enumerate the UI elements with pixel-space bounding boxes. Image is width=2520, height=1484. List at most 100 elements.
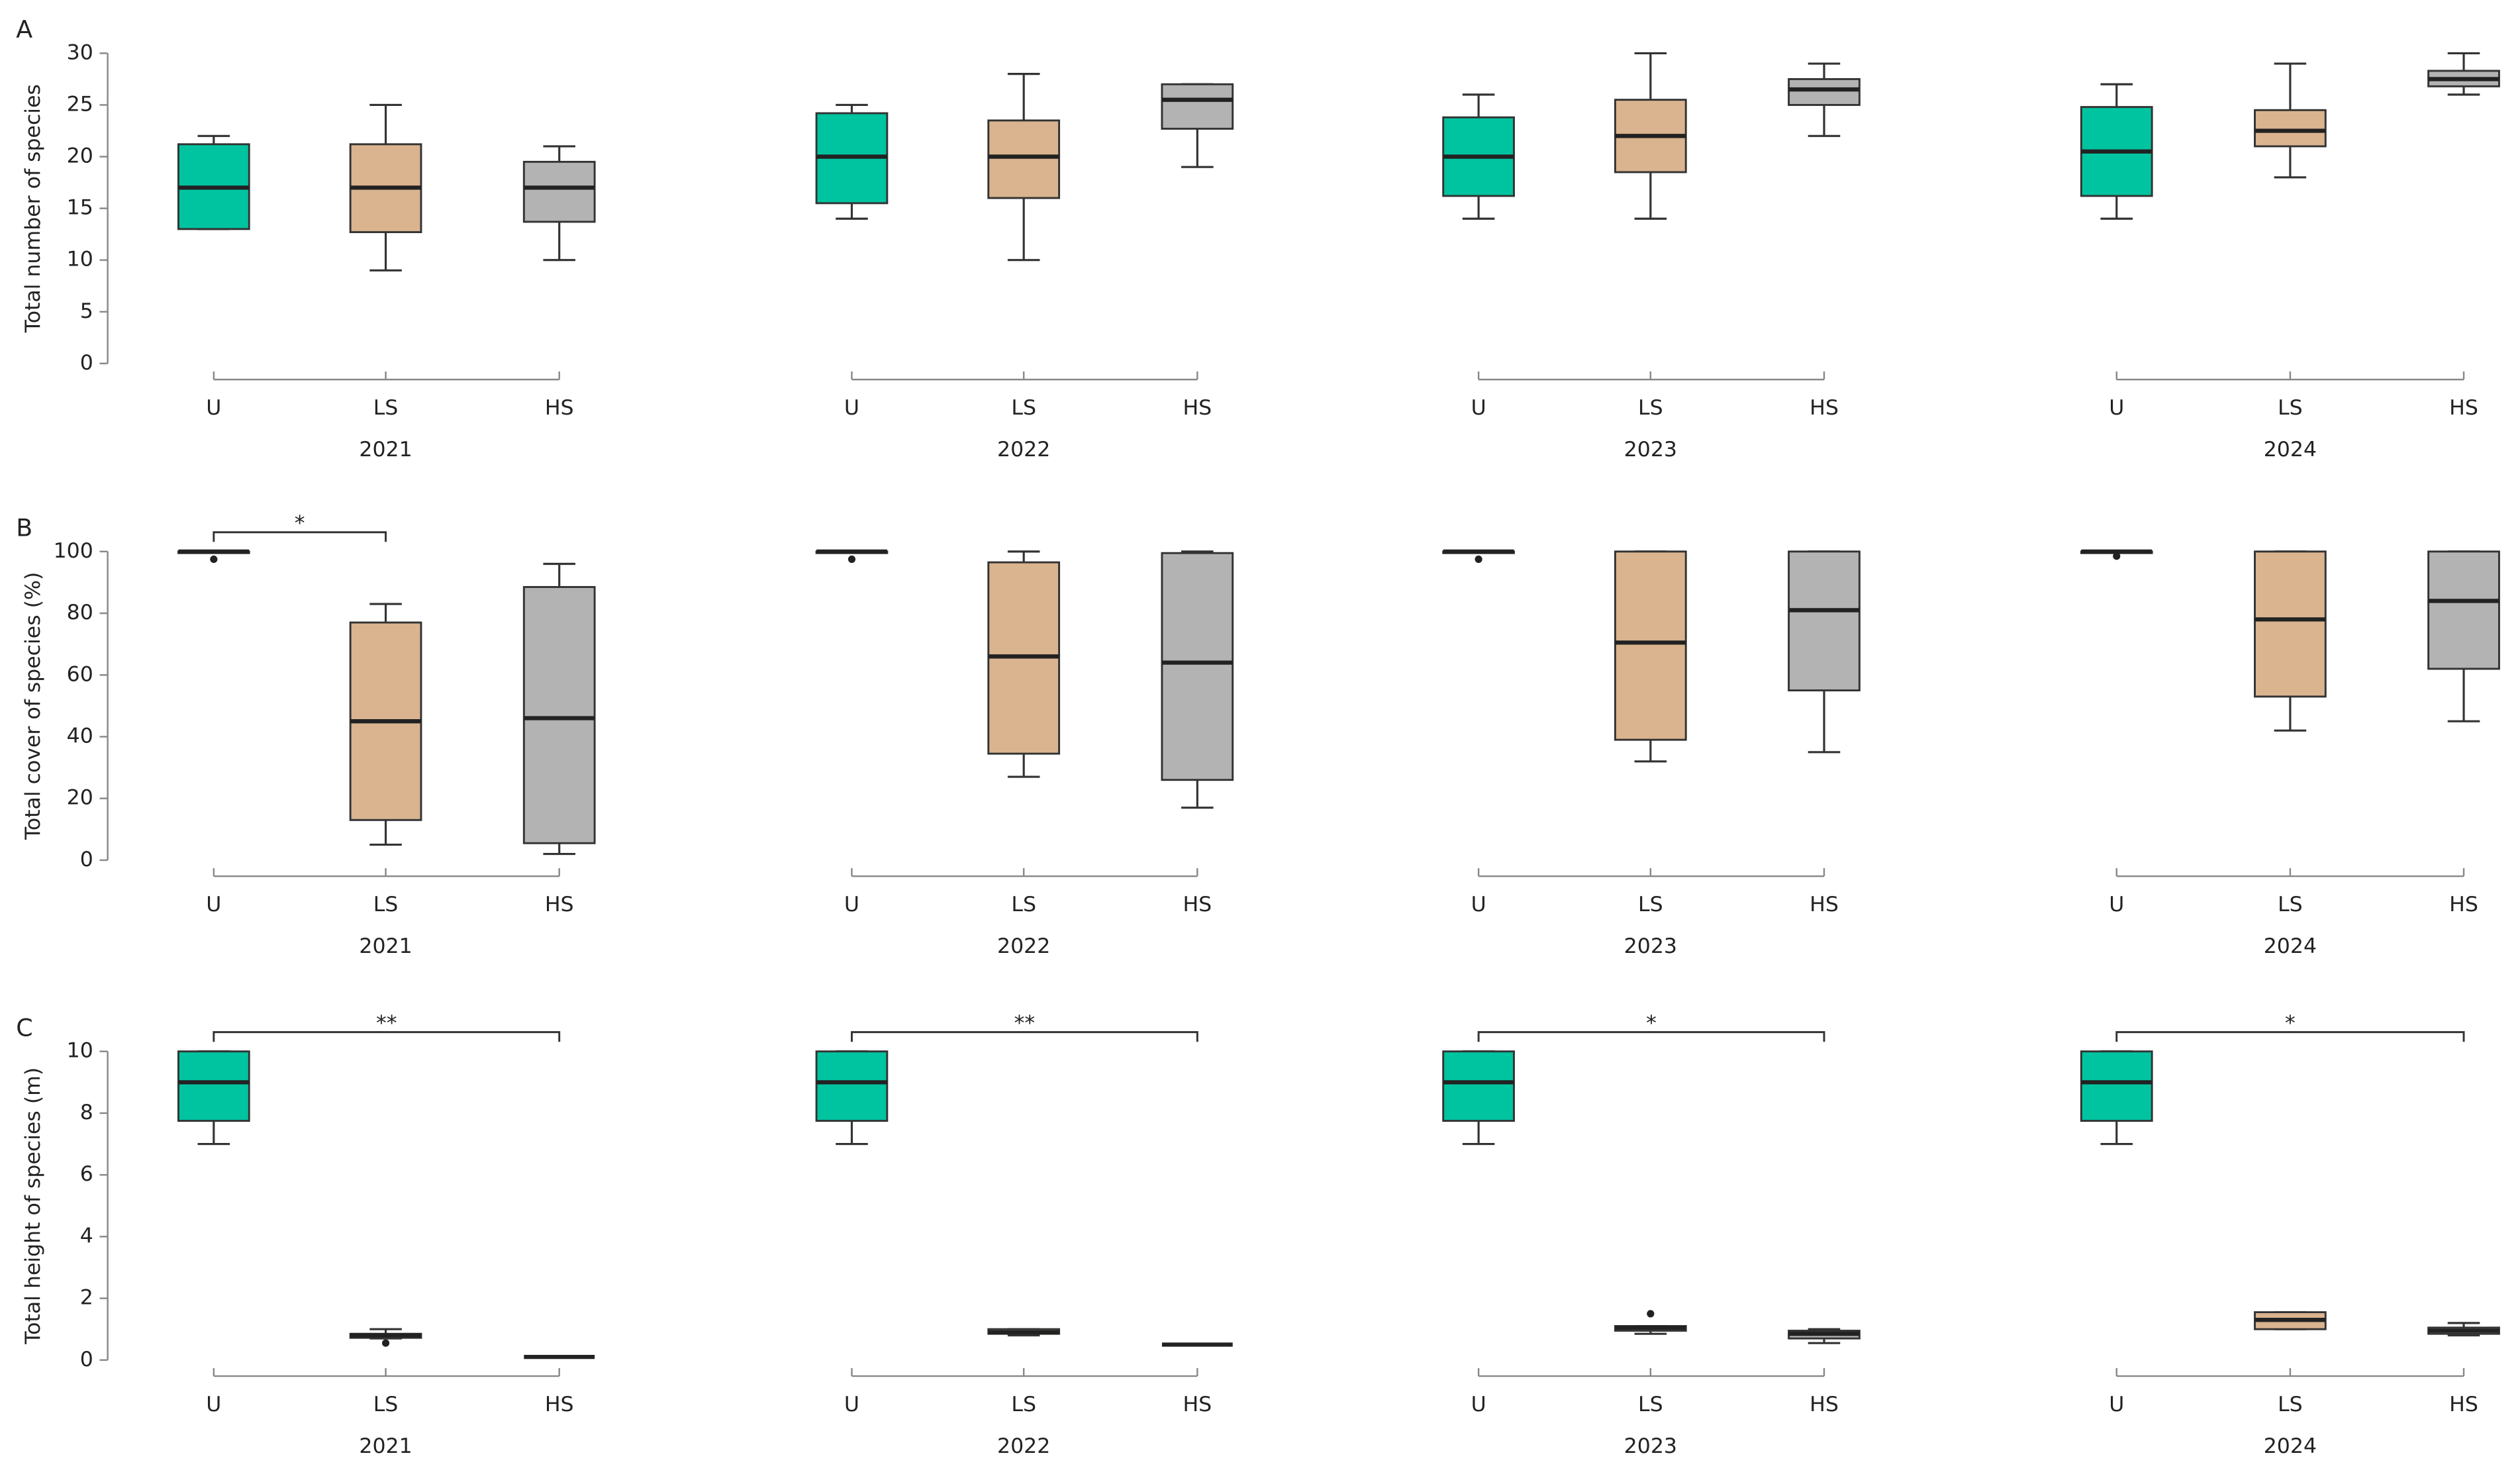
box <box>177 1050 250 1122</box>
year-label: 2021 <box>359 1434 412 1458</box>
y-tick-label: 6 <box>80 1162 93 1186</box>
category-label: HS <box>2449 893 2478 916</box>
category-label: U <box>1471 396 1486 420</box>
category-label: HS <box>1810 893 1839 916</box>
box <box>1161 83 1234 130</box>
category-label: LS <box>2278 893 2303 916</box>
significance-label: * <box>2285 1011 2296 1035</box>
box <box>1442 1050 1515 1122</box>
y-tick-label: 8 <box>80 1101 93 1124</box>
outlier <box>1475 555 1482 564</box>
box <box>815 1050 889 1122</box>
year-label: 2022 <box>997 438 1050 462</box>
y-tick-label: 2 <box>80 1286 93 1310</box>
y-tick-label: 40 <box>67 724 93 748</box>
category-label: U <box>844 1393 859 1416</box>
outlier <box>381 1339 390 1347</box>
box <box>1788 550 1861 692</box>
y-tick-label: 0 <box>80 848 93 871</box>
box <box>1614 550 1687 741</box>
year-label: 2022 <box>997 1434 1050 1458</box>
category-label: HS <box>2449 1393 2478 1416</box>
category-label: HS <box>2449 396 2478 420</box>
category-label: U <box>1471 1393 1486 1416</box>
panel-letter: C <box>16 1013 32 1042</box>
category-label: LS <box>1638 1393 1663 1416</box>
box <box>987 119 1061 199</box>
year-label: 2021 <box>359 438 412 462</box>
significance-label: ** <box>1014 1011 1036 1035</box>
significance-bracket <box>851 1031 1198 1042</box>
y-tick-label: 15 <box>67 196 93 220</box>
box <box>1788 77 1861 106</box>
category-label: U <box>844 893 859 916</box>
category-label: U <box>2109 396 2124 420</box>
category-label: LS <box>1011 893 1036 916</box>
category-label: HS <box>1183 893 1212 916</box>
y-tick-label: 20 <box>67 786 93 810</box>
category-label: HS <box>1810 396 1839 420</box>
category-label: U <box>206 1393 221 1416</box>
y-tick-label: 100 <box>54 539 93 563</box>
category-label: LS <box>1011 1393 1036 1416</box>
year-label: 2024 <box>2264 438 2317 462</box>
category-label: LS <box>373 1393 399 1416</box>
y-tick-label: 25 <box>67 92 93 116</box>
category-label: U <box>2109 893 2124 916</box>
outlier <box>1647 1310 1655 1318</box>
box <box>1161 552 1234 781</box>
category-label: U <box>206 893 221 916</box>
category-label: LS <box>2278 1393 2303 1416</box>
y-tick-label: 10 <box>67 1039 93 1063</box>
year-label: 2023 <box>1624 1434 1677 1458</box>
y-tick-label: 5 <box>80 299 93 323</box>
significance-bracket <box>1477 1031 1825 1042</box>
category-label: U <box>206 396 221 420</box>
category-label: LS <box>1011 396 1036 420</box>
significance-label: * <box>1646 1011 1657 1035</box>
year-label: 2024 <box>2264 934 2317 958</box>
panel-letter: B <box>16 513 32 542</box>
category-label: HS <box>545 396 574 420</box>
box <box>2254 550 2327 698</box>
category-label: U <box>2109 1393 2124 1416</box>
category-label: U <box>844 396 859 420</box>
box <box>522 586 596 844</box>
y-tick-label: 4 <box>80 1224 93 1248</box>
y-tick-label: 10 <box>67 248 93 272</box>
box <box>2427 550 2500 670</box>
y-axis-label: Total cover of species (%) <box>21 572 45 840</box>
category-label: LS <box>1638 893 1663 916</box>
category-label: HS <box>1183 396 1212 420</box>
significance-label: * <box>295 512 305 536</box>
y-tick-label: 0 <box>80 351 93 375</box>
category-label: HS <box>545 1393 574 1416</box>
category-label: LS <box>1638 396 1663 420</box>
year-label: 2022 <box>997 934 1050 958</box>
significance-bracket <box>2115 1031 2465 1042</box>
outlier <box>848 555 856 564</box>
year-label: 2023 <box>1624 438 1677 462</box>
year-label: 2024 <box>2264 1434 2317 1458</box>
panel-letter: A <box>16 15 32 44</box>
category-label: LS <box>373 893 399 916</box>
y-tick-label: 80 <box>67 601 93 624</box>
category-label: LS <box>2278 396 2303 420</box>
box <box>2254 109 2327 148</box>
significance-bracket <box>213 531 387 542</box>
y-axis-label: Total number of species <box>21 84 45 333</box>
y-tick-label: 20 <box>67 144 93 168</box>
category-label: HS <box>1810 1393 1839 1416</box>
significance-label: ** <box>376 1011 397 1035</box>
y-tick-label: 30 <box>67 40 93 64</box>
outlier <box>210 555 218 564</box>
significance-bracket <box>213 1031 561 1042</box>
category-label: HS <box>545 893 574 916</box>
outlier <box>2113 552 2121 560</box>
category-label: HS <box>1183 1393 1212 1416</box>
category-label: U <box>1471 893 1486 916</box>
y-axis-label: Total height of species (m) <box>21 1067 45 1345</box>
year-label: 2023 <box>1624 934 1677 958</box>
category-label: LS <box>373 396 399 420</box>
